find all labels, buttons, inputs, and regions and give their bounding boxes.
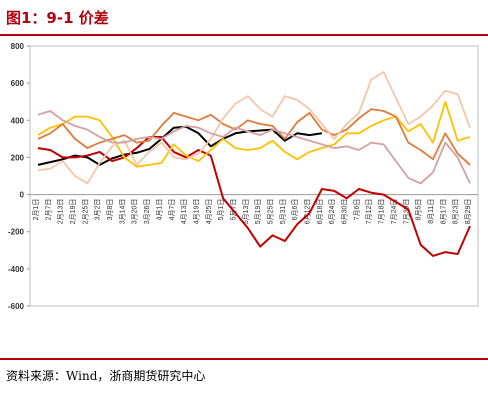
series-line-0	[37, 125, 323, 166]
x-tick-label: 4月19日	[192, 199, 200, 225]
x-tick-label: 2月19日	[69, 199, 77, 225]
series-line-4	[37, 71, 471, 185]
x-tick-label: 5月19日	[254, 199, 262, 225]
x-tick-label: 5月31日	[279, 199, 287, 225]
title-bar: 图1：9-1 价差	[0, 0, 488, 34]
x-tick-label: 7月12日	[365, 199, 373, 225]
bottom-divider	[0, 358, 488, 360]
x-tick-label: 5月13日	[242, 199, 250, 225]
x-tick-label: 8月5日	[415, 199, 423, 221]
series-line-3	[37, 108, 471, 166]
line-chart: -600 -400 -200 0 200 400 600 800 2月1日 2月7日 2月13日 2月…	[8, 42, 479, 311]
x-tick-label: 3月14日	[118, 199, 126, 225]
y-tick-label: 0	[20, 191, 25, 200]
x-tick-label: 8月23日	[452, 199, 460, 225]
x-tick-label: 2月25日	[81, 199, 89, 225]
x-tick-label: 8月29日	[464, 199, 472, 225]
chart-area: -600 -400 -200 0 200 400 600 800 2月1日 2月7日 2月13日 2月…	[0, 38, 488, 356]
x-tick-label: 4月13日	[180, 199, 188, 225]
x-tick-label: 6月12日	[304, 199, 312, 225]
series-line-5	[37, 110, 471, 185]
x-tick-label: 6月6日	[291, 199, 299, 221]
x-tick-label: 7月6日	[353, 199, 361, 221]
series-line-1	[37, 136, 471, 257]
x-tick-label: 2月13日	[57, 199, 65, 225]
y-tick-label: -600	[8, 302, 25, 311]
x-tick-label: 3月20日	[131, 199, 139, 225]
x-tick-label: 4月7日	[168, 199, 176, 221]
x-tick-label: 7月18日	[378, 199, 386, 225]
source-note: 资料来源：Wind，浙商期货研究中心	[6, 369, 206, 383]
y-tick-label: 600	[11, 79, 25, 88]
x-tick-label: 7月30日	[402, 199, 410, 225]
x-tick-label: 5月1日	[217, 199, 225, 221]
x-tick-label: 6月24日	[328, 199, 336, 225]
x-tick-label: 2月1日	[32, 199, 40, 221]
y-tick-label: 400	[11, 116, 25, 125]
x-tick-label: 2月7日	[44, 199, 52, 221]
x-tick-label: 6月18日	[316, 199, 324, 225]
chart-title: 图1：9-1 价差	[6, 9, 109, 27]
x-tick-label: 4月25日	[205, 199, 213, 225]
x-tick-label: 6月30日	[341, 199, 349, 225]
x-tick-label: 8月17日	[439, 199, 447, 225]
y-tick-label: -400	[8, 265, 25, 274]
y-tick-label: -200	[8, 228, 25, 237]
y-tick-label: 200	[11, 153, 25, 162]
plot-frame	[29, 45, 479, 307]
x-tick-label: 4月1日	[155, 199, 163, 221]
x-tick-label: 5月25日	[267, 199, 275, 225]
x-tick-label: 3月26日	[143, 199, 151, 225]
x-tick-label: 7月24日	[390, 199, 398, 225]
title-divider	[0, 34, 488, 36]
x-tick-label: 3月8日	[106, 199, 114, 221]
y-tick-label: 800	[11, 42, 25, 51]
x-tick-label: 8月11日	[427, 199, 435, 224]
x-tick-label: 3月2日	[94, 199, 102, 221]
